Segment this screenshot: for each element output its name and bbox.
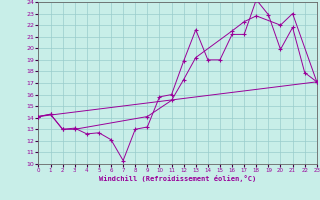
X-axis label: Windchill (Refroidissement éolien,°C): Windchill (Refroidissement éolien,°C): [99, 175, 256, 182]
